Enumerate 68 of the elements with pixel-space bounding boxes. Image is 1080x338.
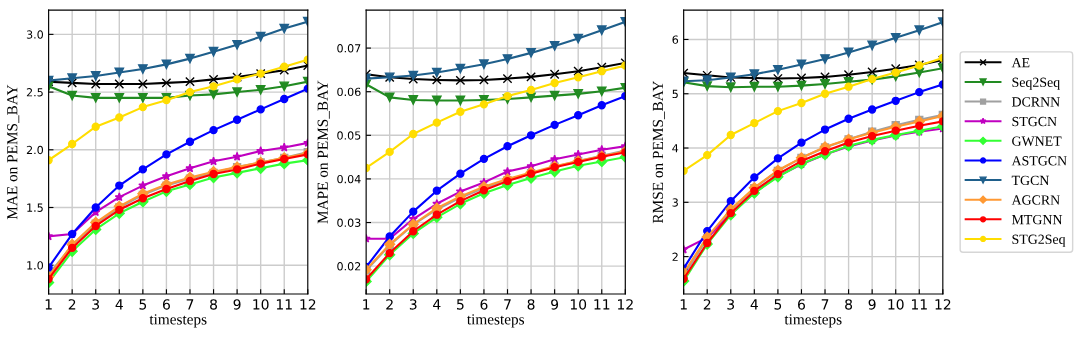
- x-tick-label: 4: [115, 299, 123, 310]
- x-tick-label: 12: [935, 299, 951, 310]
- legend-label: STG2Seq: [1012, 234, 1066, 247]
- y-tick-label: 0.03: [337, 218, 361, 227]
- x-tick-label: 2: [68, 299, 76, 310]
- y-tick-label: 2: [672, 252, 678, 261]
- x-tick-label: 6: [480, 299, 488, 310]
- x-tick-label: 1: [680, 299, 687, 310]
- x-tick-label: 5: [774, 299, 782, 310]
- x-axis-title: timesteps: [467, 314, 525, 328]
- y-axis-title: MAPE on PEMS_BAY: [317, 80, 330, 224]
- y-tick-label: 0.07: [337, 44, 361, 53]
- x-axis-title: timesteps: [784, 314, 842, 328]
- y-tick-label: 6: [672, 35, 679, 44]
- x-tick-label: 4: [750, 299, 758, 310]
- legend-label: STGCN: [1012, 116, 1057, 127]
- x-axis-title: timesteps: [149, 314, 207, 328]
- x-tick-label: 7: [186, 299, 194, 310]
- legend-label: Seq2Seq: [1012, 77, 1060, 90]
- x-tick-label: 12: [618, 299, 633, 310]
- x-tick-label: 4: [433, 299, 441, 310]
- x-tick-label: 3: [409, 299, 417, 310]
- y-axis-title: RMSE on PEMS_BAY: [652, 81, 665, 224]
- x-tick-label: 5: [457, 299, 464, 310]
- x-tick-label: 3: [727, 299, 735, 310]
- y-tick-label: 0.05: [337, 131, 361, 140]
- y-tick-label: 1.5: [27, 203, 43, 212]
- legend-label: TGCN: [1011, 175, 1050, 186]
- x-tick-label: 3: [92, 299, 100, 310]
- y-tick-label: 2.5: [26, 88, 43, 97]
- x-tick-label: 11: [594, 299, 610, 310]
- x-tick-label: 9: [233, 299, 241, 310]
- y-tick-label: 0.06: [337, 87, 361, 97]
- x-tick-label: 7: [821, 299, 829, 310]
- y-axis-title: MAE on PEMS_BAY: [7, 84, 20, 220]
- x-tick-label: 9: [551, 299, 559, 310]
- y-tick-label: 1.0: [27, 261, 43, 270]
- x-tick-label: 9: [868, 299, 876, 310]
- x-tick-label: 1: [363, 299, 370, 310]
- legend-label: ASTGCN: [1011, 156, 1067, 166]
- x-tick-label: 12: [300, 299, 316, 310]
- legend-label: AE: [1011, 58, 1030, 68]
- legend-label: MTGNN: [1011, 214, 1063, 225]
- x-tick-label: 8: [845, 299, 853, 310]
- legend-label: GWNET: [1012, 136, 1062, 146]
- x-tick-label: 5: [139, 299, 147, 310]
- y-tick-label: 3: [672, 198, 678, 207]
- x-tick-label: 11: [276, 299, 292, 310]
- x-tick-label: 10: [888, 299, 904, 310]
- y-tick-label: 0.04: [337, 174, 361, 184]
- x-tick-label: 10: [570, 299, 587, 310]
- y-tick-label: 5: [672, 89, 678, 99]
- x-tick-label: 11: [911, 299, 927, 310]
- x-tick-label: 7: [504, 299, 511, 310]
- x-tick-label: 10: [253, 299, 269, 310]
- y-tick-label: 3.0: [26, 30, 43, 39]
- y-tick-label: 2.0: [26, 145, 43, 155]
- legend-label: AGCRN: [1011, 195, 1060, 205]
- x-tick-label: 1: [45, 299, 52, 310]
- legend-label: DCRNN: [1011, 97, 1060, 107]
- x-tick-label: 2: [386, 299, 393, 310]
- x-tick-label: 6: [798, 299, 805, 310]
- y-tick-label: 4: [672, 144, 679, 153]
- x-tick-label: 6: [162, 299, 170, 310]
- x-tick-label: 8: [527, 299, 535, 310]
- x-tick-label: 8: [210, 299, 218, 310]
- x-tick-label: 2: [703, 299, 711, 310]
- y-tick-label: 0.02: [337, 262, 361, 271]
